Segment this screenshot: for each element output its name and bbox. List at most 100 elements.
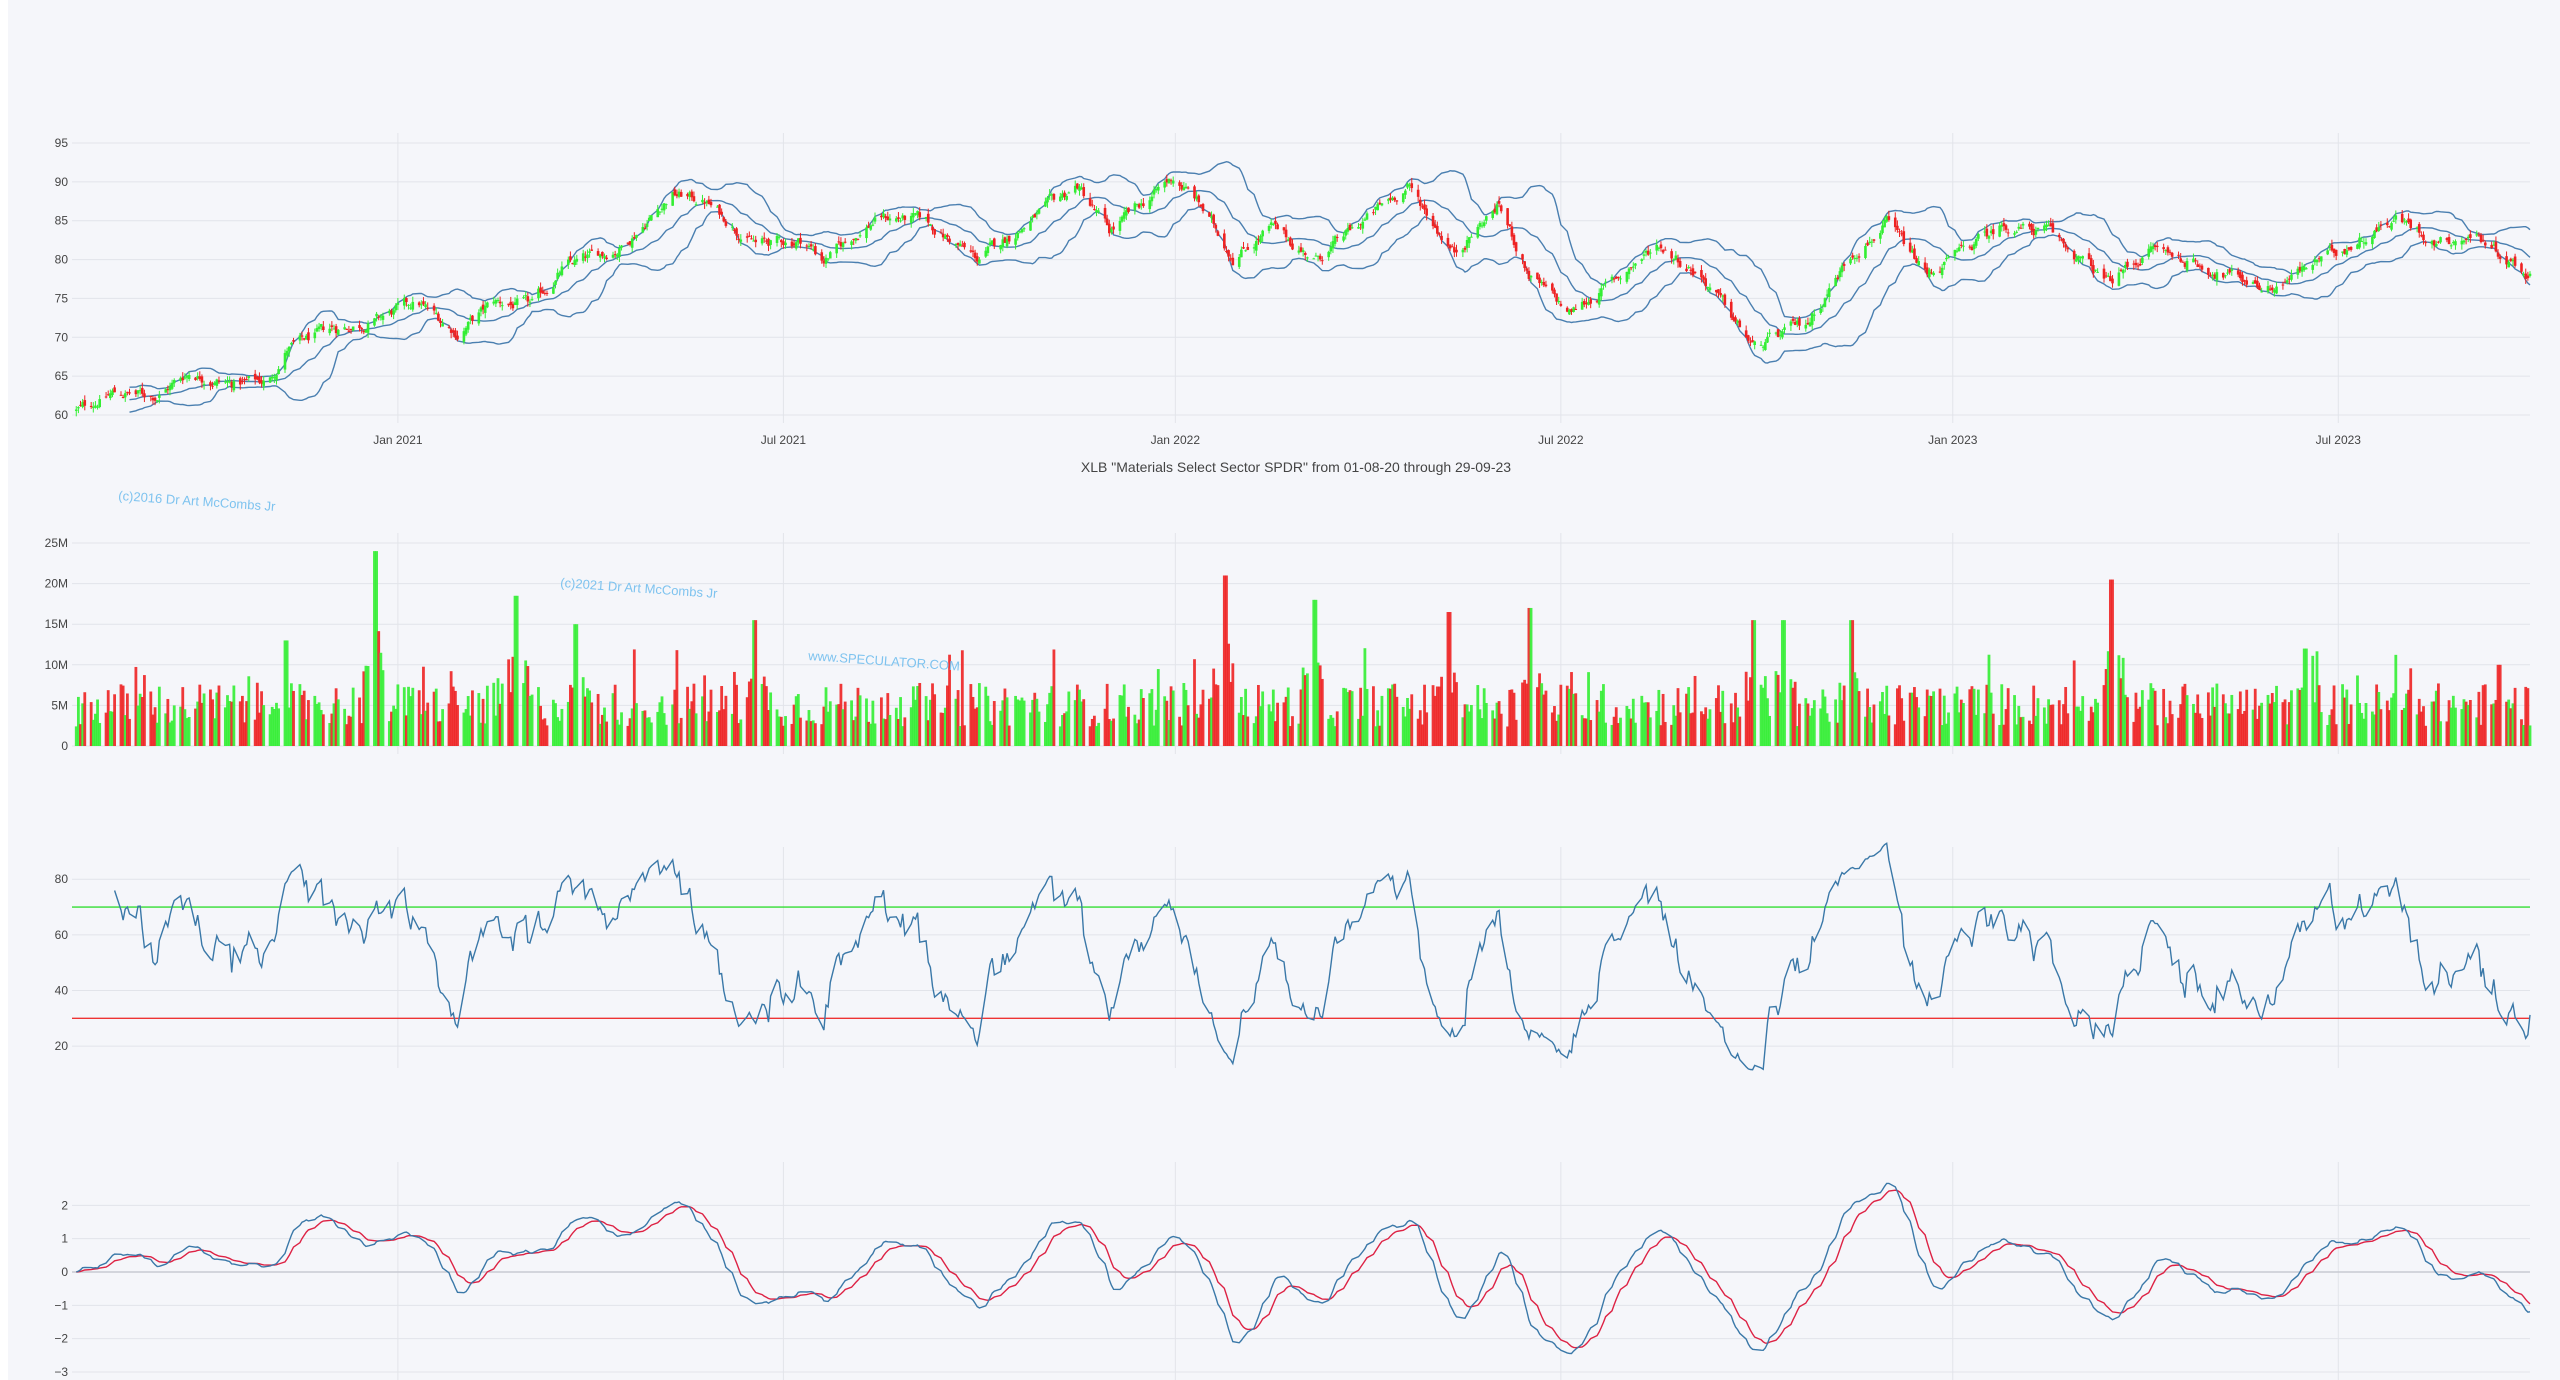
candle-body	[581, 253, 585, 261]
candle-body	[275, 374, 278, 381]
candle-body	[730, 226, 734, 228]
volume-bar	[1210, 697, 1213, 746]
candle-body	[1073, 185, 1077, 193]
candle-body	[760, 238, 764, 244]
candle-body	[1825, 294, 1829, 296]
volume-bar	[2445, 721, 2449, 746]
volume-bar	[343, 708, 347, 746]
candle-body	[856, 238, 860, 240]
candle-body	[2371, 237, 2374, 245]
candle-body	[2183, 262, 2187, 267]
volume-bar	[2021, 716, 2025, 746]
candle-body	[360, 328, 363, 330]
volume-bar	[1433, 695, 1437, 746]
volume-bar	[405, 715, 408, 746]
candle-body	[1389, 197, 1392, 201]
candle-body	[990, 240, 994, 245]
candle-body	[243, 378, 246, 381]
candle-body	[1813, 314, 1816, 316]
volume-bar	[1676, 688, 1680, 746]
volume-bar	[1152, 725, 1156, 746]
candle-body	[1186, 187, 1190, 189]
volume-bar	[362, 671, 366, 746]
candle-body	[1063, 192, 1066, 198]
candle-body	[1625, 271, 1629, 282]
candle-body	[748, 235, 751, 237]
volume-bar	[1942, 695, 1946, 746]
volume-bar	[888, 714, 892, 746]
candle-body	[1508, 224, 1512, 227]
volume-bar	[136, 705, 140, 746]
candle-body	[1282, 227, 1286, 231]
volume-bar	[230, 701, 234, 746]
candle-body	[2228, 269, 2231, 273]
candle-body	[477, 312, 481, 324]
volume-bar	[81, 703, 85, 746]
candle-body	[1853, 257, 1857, 259]
volume-bar	[1910, 692, 1914, 746]
candle-body	[1478, 222, 1482, 227]
candle-body	[343, 327, 346, 330]
volume-bar	[733, 671, 736, 746]
volume-bar	[1271, 689, 1275, 746]
volume-bar	[1663, 721, 1667, 746]
volume-bar	[2296, 688, 2300, 746]
candle-body	[1156, 186, 1160, 191]
candle-body	[123, 393, 127, 398]
volume-bar	[1195, 713, 1199, 746]
volume-bar	[796, 694, 800, 746]
volume-bar	[1073, 700, 1077, 746]
volume-bar	[2447, 700, 2451, 746]
candle-body	[238, 378, 242, 385]
volume-bar	[270, 706, 274, 746]
candle-body	[194, 377, 197, 381]
volume-bar	[1193, 659, 1196, 746]
candle-body	[464, 327, 468, 335]
volume-bar	[426, 702, 430, 746]
candle-body	[941, 233, 945, 238]
volume-bar	[1312, 599, 1316, 746]
candle-body	[2341, 251, 2344, 253]
volume-bar	[1231, 663, 1235, 746]
volume-bar	[2302, 648, 2306, 746]
candle-body	[1761, 346, 1765, 348]
volume-bar	[1329, 715, 1333, 746]
volume-bar	[1127, 706, 1130, 746]
candle-body	[226, 381, 229, 383]
volume-bar	[2034, 715, 2038, 746]
candle-body	[2236, 270, 2240, 275]
volume-bar	[2045, 723, 2048, 746]
candle-body	[1348, 224, 1352, 231]
volume-bar	[2077, 706, 2080, 746]
volume-bar	[392, 705, 396, 746]
volume-bar	[2270, 693, 2274, 746]
volume-bar	[194, 708, 197, 746]
volume-bar	[1112, 718, 1115, 746]
volume-bar	[916, 686, 920, 746]
candle-body	[1879, 233, 1882, 239]
candle-body	[494, 299, 498, 304]
candle-body	[1150, 196, 1154, 202]
volume-bar	[824, 687, 828, 746]
volume-bar	[948, 654, 951, 746]
volume-bar	[1648, 717, 1652, 746]
candle-body	[200, 376, 204, 383]
volume-bar	[1103, 708, 1107, 746]
volume-bar	[1510, 689, 1514, 746]
volume-bar	[1646, 702, 1650, 746]
candle-body	[1525, 268, 1529, 271]
candle-body	[347, 330, 351, 332]
candle-body	[1346, 227, 1350, 232]
volume-bar	[394, 708, 398, 746]
candle-body	[1090, 204, 1094, 206]
volume-bar	[1305, 673, 1309, 746]
candle-body	[126, 391, 129, 393]
volume-bar	[2074, 706, 2078, 746]
candle-body	[643, 228, 647, 230]
volume-bar	[2304, 648, 2308, 746]
volume-bar	[1016, 699, 1020, 746]
volume-bar	[1574, 693, 1578, 746]
candle-body	[2358, 237, 2361, 248]
candle-body	[2162, 247, 2165, 250]
